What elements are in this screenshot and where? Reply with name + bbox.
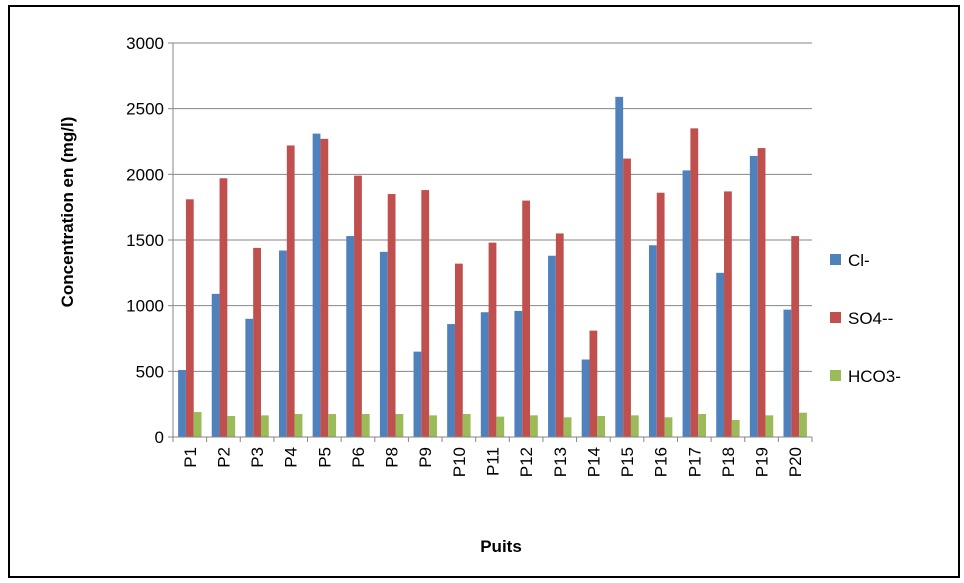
- bar-so4-p10: [454, 263, 463, 437]
- bar-hco3-p5: [328, 414, 337, 437]
- x-tick-label: P13: [551, 447, 570, 477]
- bar-hco3-p20: [799, 412, 807, 437]
- bar-hco3-p11: [496, 416, 505, 437]
- bar-hco3-p3: [260, 415, 269, 437]
- bar-so4-p2: [219, 178, 228, 437]
- x-axis-title: Puits: [480, 537, 522, 556]
- x-tick-label: P16: [652, 447, 671, 477]
- chart-frame: 0 500 1000 1500 2000 2500 3000 P1 P2 P3 P4 P5 P6 P8 P…: [8, 5, 960, 578]
- bar-so4-p15: [623, 158, 631, 437]
- x-tick-label: P18: [719, 447, 738, 477]
- bar-hco3-p8: [395, 414, 404, 437]
- x-tick-label: P20: [786, 447, 805, 477]
- x-tick-label: P14: [584, 447, 603, 477]
- bar-hco3-p14: [597, 415, 606, 437]
- bar-so4-p13: [555, 233, 564, 437]
- bar-so4-p18: [724, 191, 732, 437]
- bars: [178, 96, 807, 437]
- x-tick-label: P4: [282, 447, 301, 468]
- bar-cl-p20: [783, 309, 792, 437]
- bar-hco3-p19: [765, 415, 774, 437]
- bar-cl-p16: [648, 245, 657, 437]
- bar-hco3-p17: [698, 414, 706, 437]
- bar-so4-p19: [757, 148, 766, 437]
- bar-so4-p3: [253, 247, 261, 437]
- bar-cl-p6: [346, 236, 355, 437]
- bar-cl-p15: [615, 96, 624, 437]
- bar-hco3-p10: [462, 414, 471, 437]
- x-tick-label: P19: [753, 447, 772, 477]
- y-axis-title: Concentration en (mg/l): [58, 117, 77, 308]
- x-tick-label: P5: [315, 447, 334, 468]
- x-tick-label: P8: [383, 447, 402, 468]
- axes: [168, 42, 813, 442]
- bar-cl-p8: [379, 251, 388, 437]
- y-tick-label: 1000: [126, 297, 164, 316]
- bar-cl-p9: [413, 351, 422, 437]
- legend-label: HCO3-: [848, 367, 901, 386]
- y-tick-label: 2000: [126, 165, 164, 184]
- x-tick-label: P9: [416, 447, 435, 468]
- x-tick-label: P17: [685, 447, 704, 477]
- y-tick-labels: 0 500 1000 1500 2000 2500 3000: [126, 34, 164, 447]
- x-tick-label: P12: [517, 447, 536, 477]
- y-tick-label: 3000: [126, 34, 164, 53]
- bar-so4-p6: [354, 175, 362, 437]
- bar-cl-p17: [682, 170, 691, 437]
- bar-cl-p13: [548, 255, 556, 437]
- bar-hco3-p18: [731, 419, 740, 437]
- x-tick-labels: P1 P2 P3 P4 P5 P6 P8 P9 P10 P11 P12 P13 P14 P15 P16 P17…: [181, 447, 805, 477]
- bar-hco3-p6: [361, 414, 370, 437]
- y-tick-label: 0: [155, 428, 164, 447]
- legend-swatch: [830, 370, 841, 381]
- bar-cl-p14: [581, 359, 590, 437]
- legend-label: SO4--: [848, 309, 893, 328]
- bar-cl-p11: [480, 312, 489, 437]
- bar-so4-p16: [656, 192, 665, 437]
- bar-so4-p8: [387, 194, 396, 437]
- bar-so4-p1: [185, 199, 194, 437]
- bar-so4-p11: [488, 242, 497, 437]
- bar-so4-p4: [286, 145, 295, 437]
- bar-hco3-p13: [563, 417, 572, 437]
- bar-hco3-p12: [530, 415, 538, 437]
- bar-hco3-p15: [630, 415, 639, 437]
- x-tick-label: P15: [618, 447, 637, 477]
- bar-cl-p3: [245, 318, 254, 437]
- bar-hco3-p9: [429, 415, 437, 437]
- bar-hco3-p16: [664, 417, 673, 437]
- x-tick-label: P1: [181, 447, 200, 468]
- x-tick-label: P10: [450, 447, 469, 477]
- x-tick-label: P6: [349, 447, 368, 468]
- bar-cl-p2: [211, 293, 220, 437]
- bar-cl-p4: [279, 250, 287, 437]
- bar-hco3-p2: [227, 415, 236, 437]
- bar-so4-p14: [589, 330, 598, 437]
- legend-swatch: [830, 312, 841, 323]
- legend-label: Cl-: [848, 251, 870, 270]
- bar-so4-p12: [522, 200, 531, 437]
- y-tick-label: 500: [136, 362, 164, 381]
- bar-cl-p10: [447, 324, 455, 437]
- bar-so4-p9: [421, 190, 430, 437]
- bar-hco3-p4: [294, 414, 303, 437]
- bar-so4-p20: [791, 236, 800, 437]
- legend: Cl- SO4-- HCO3-: [830, 251, 901, 386]
- x-tick-label: P3: [248, 447, 267, 468]
- bar-cl-p18: [716, 272, 725, 437]
- bar-cl-p1: [178, 370, 186, 437]
- x-tick-label: P11: [484, 447, 503, 476]
- x-tick-label: P2: [214, 447, 233, 468]
- legend-swatch: [830, 254, 841, 265]
- bar-cl-p12: [514, 310, 523, 437]
- bar-so4-p17: [690, 128, 699, 437]
- bar-cl-p5: [312, 133, 321, 437]
- y-tick-label: 2500: [126, 100, 164, 119]
- y-tick-label: 1500: [126, 231, 164, 250]
- bar-cl-p19: [749, 155, 758, 437]
- bar-hco3-p1: [193, 412, 202, 437]
- bar-so4-p5: [320, 138, 329, 437]
